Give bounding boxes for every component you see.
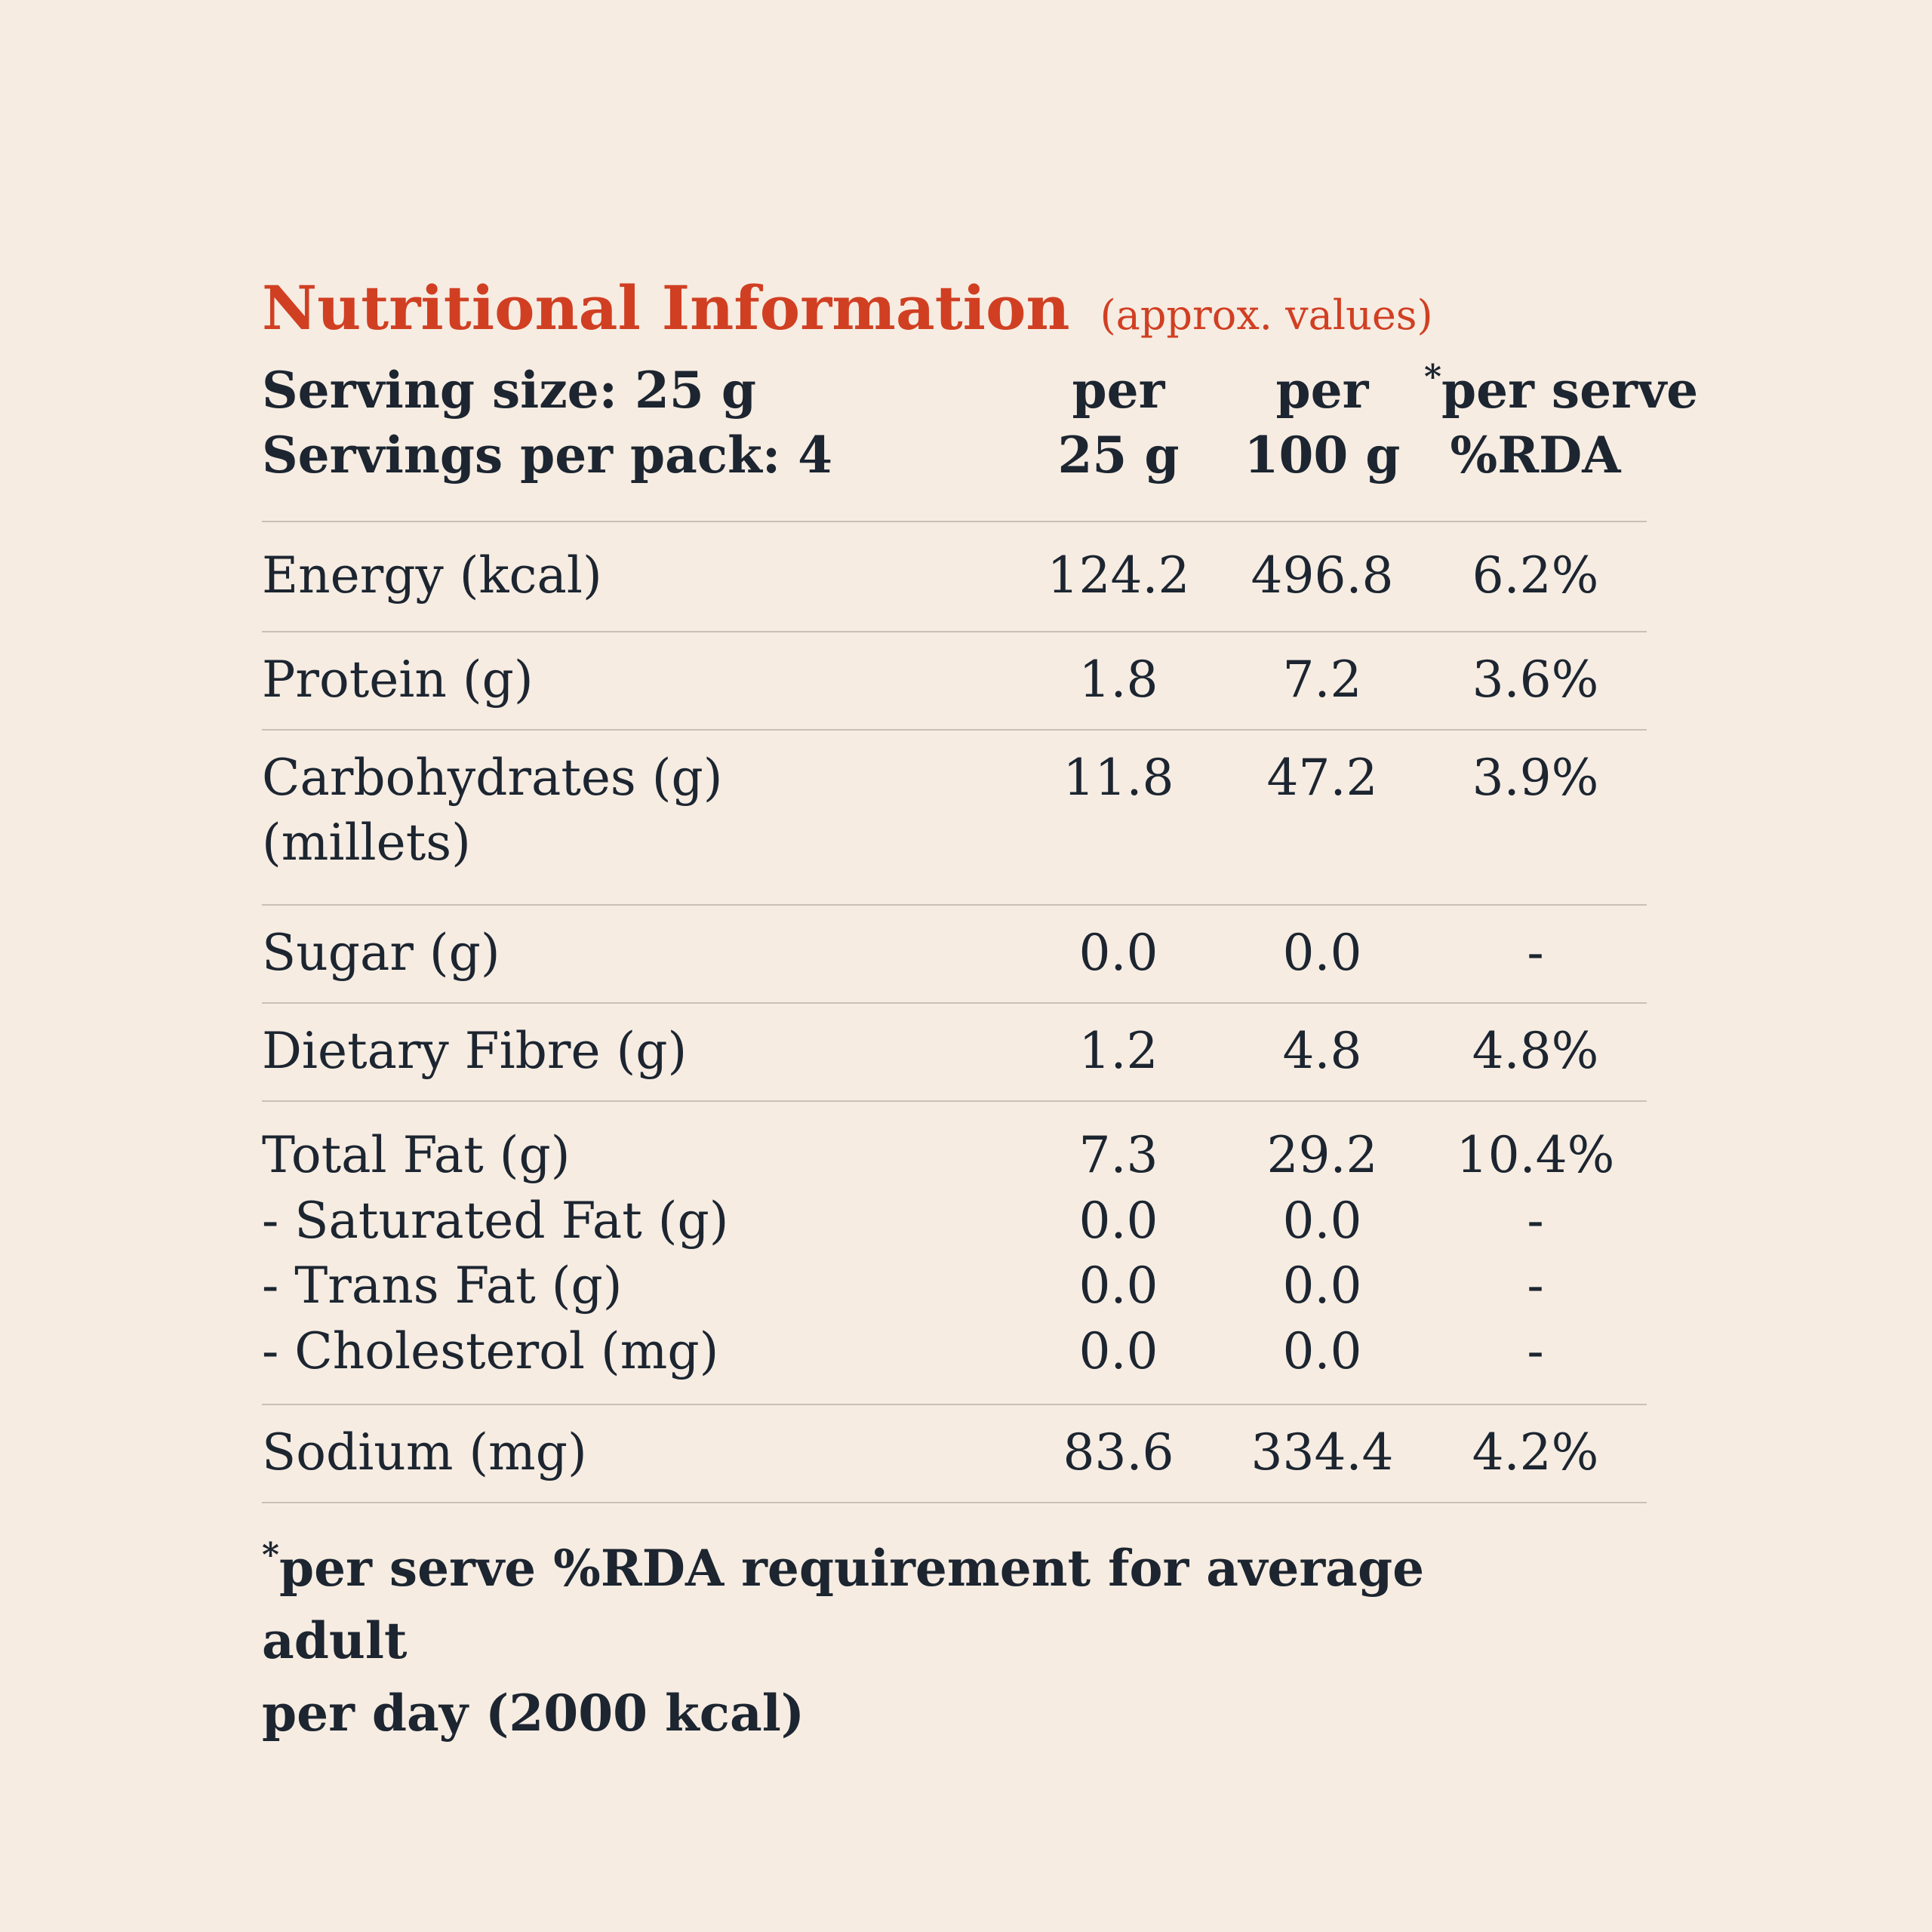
row-label: Carbohydrates (g) (millets) bbox=[262, 746, 1017, 875]
row-label: Dietary Fibre (g) bbox=[262, 1022, 688, 1080]
value-per-100g: 47.2 bbox=[1266, 749, 1378, 807]
value-per-serving: 1.2 bbox=[1078, 1022, 1158, 1080]
values-per-serving: 7.3 0.0 0.0 0.0 bbox=[1078, 1126, 1158, 1380]
table-row-total-fat: Total Fat (g) - Saturated Fat (g) - Tran… bbox=[262, 1102, 1647, 1405]
table-row-sugar: Sugar (g) 0.0 0.0 - bbox=[262, 906, 1647, 1004]
table-row-energy: Energy (kcal) 124.2 496.8 6.2% bbox=[262, 522, 1647, 632]
footnote-asterisk: * bbox=[262, 1536, 280, 1574]
value-rda: 4.8% bbox=[1472, 1022, 1599, 1080]
values-per-100g: 29.2 0.0 0.0 0.0 bbox=[1266, 1126, 1378, 1380]
row-label: Protein (g) bbox=[262, 651, 534, 709]
value-per-100g: 0.0 bbox=[1282, 924, 1362, 982]
title-line: Nutritional Information (approx. values) bbox=[262, 278, 1647, 338]
column-header-per-serving: per 25 g bbox=[1057, 361, 1180, 485]
row-label-group: Total Fat (g) - Saturated Fat (g) - Tran… bbox=[262, 1123, 1017, 1384]
value-per-serving: 11.8 bbox=[1063, 749, 1174, 807]
value-per-serving: 1.8 bbox=[1078, 651, 1158, 709]
row-label: Energy (kcal) bbox=[262, 546, 602, 605]
footnote: *per serve %RDA requirement for average … bbox=[262, 1536, 1425, 1743]
row-sublabel: (millets) bbox=[262, 814, 471, 872]
value-per-serving: 0.0 bbox=[1078, 924, 1158, 982]
table-row-sodium: Sodium (mg) 83.6 334.4 4.2% bbox=[262, 1405, 1647, 1503]
panel-title: Nutritional Information bbox=[262, 272, 1070, 343]
nutrition-panel: Nutritional Information (approx. values)… bbox=[262, 278, 1699, 1749]
serving-size: Serving size: 25 g bbox=[262, 361, 756, 420]
value-rda: 3.6% bbox=[1472, 651, 1599, 709]
sub-row-label-cholesterol: - Cholesterol (mg) bbox=[262, 1321, 719, 1380]
value-per-serving: 124.2 bbox=[1047, 546, 1190, 605]
serving-info: Serving size: 25 g Servings per pack: 4 bbox=[262, 358, 1017, 488]
panel-subtitle: (approx. values) bbox=[1100, 291, 1433, 339]
value-rda: 4.2% bbox=[1472, 1423, 1599, 1481]
value-per-100g: 334.4 bbox=[1251, 1423, 1394, 1481]
table-row-carbohydrates: Carbohydrates (g) (millets) 11.8 47.2 3.… bbox=[262, 731, 1647, 906]
column-header-rda: *per serve %RDA bbox=[1424, 358, 1699, 485]
value-per-100g: 4.8 bbox=[1282, 1022, 1362, 1080]
row-label: Sugar (g) bbox=[262, 924, 500, 982]
value-rda: 3.9% bbox=[1472, 749, 1599, 807]
asterisk: * bbox=[1424, 358, 1442, 396]
column-header-per-100g: per 100 g bbox=[1244, 361, 1401, 485]
value-rda: - bbox=[1527, 924, 1544, 982]
table-row-dietary-fibre: Dietary Fibre (g) 1.2 4.8 4.8% bbox=[262, 1004, 1647, 1102]
row-label: Total Fat (g) bbox=[262, 1126, 571, 1184]
value-per-100g: 7.2 bbox=[1282, 651, 1362, 709]
sub-row-label-saturated-fat: - Saturated Fat (g) bbox=[262, 1191, 729, 1250]
table-header: Serving size: 25 g Servings per pack: 4 … bbox=[262, 358, 1699, 522]
servings-per-pack: Servings per pack: 4 bbox=[262, 426, 833, 485]
value-rda: 6.2% bbox=[1472, 546, 1599, 605]
value-per-100g: 496.8 bbox=[1251, 546, 1394, 605]
row-label: Sodium (mg) bbox=[262, 1423, 587, 1481]
values-rda: 10.4% - - - bbox=[1456, 1126, 1615, 1380]
sub-row-label-trans-fat: - Trans Fat (g) bbox=[262, 1257, 623, 1315]
value-per-serving: 83.6 bbox=[1063, 1423, 1174, 1481]
table-row-protein: Protein (g) 1.8 7.2 3.6% bbox=[262, 632, 1647, 731]
